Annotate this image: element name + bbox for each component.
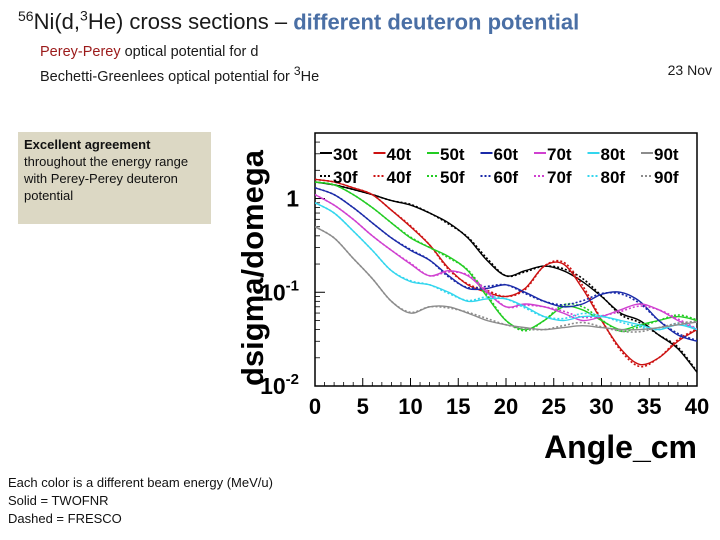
subtitle-bechetti-highlight: Bechetti-Greenlees [40, 68, 165, 85]
y-axis-label: dsigma/domega [235, 149, 270, 386]
legend-label-70f: 70f [547, 168, 572, 187]
curve-90t-twofnr [315, 226, 697, 331]
note-strong: Excellent agreement [24, 137, 151, 152]
subtitle-line2-rest: optical potential for 3He [164, 64, 320, 85]
title-reaction: Ni(d,3He) cross sections – [33, 8, 294, 35]
legend-label-70t: 70t [547, 145, 572, 164]
legend-label-60t: 60t [494, 145, 519, 164]
footer-line-2: Solid = TWOFNR [8, 493, 109, 508]
curve-70t-twofnr [315, 193, 697, 331]
x-tick-label: 5 [357, 394, 369, 419]
x-tick-label: 40 [685, 394, 709, 419]
legend-explanation: Each color is a different beam energy (M… [8, 474, 273, 528]
legend-label-40f: 40f [387, 168, 412, 187]
x-axis-label: Angle_cm [544, 429, 697, 465]
footer-line-3: Dashed = FRESCO [8, 511, 122, 526]
legend-label-80t: 80t [601, 145, 626, 164]
curve-40t-twofnr [315, 178, 697, 366]
x-tick-label: 25 [542, 394, 566, 419]
curve-30t-twofnr [315, 181, 697, 373]
subtitle-line1-rest: optical potential for d [120, 44, 259, 60]
title-highlight: different deuteron potential [293, 9, 580, 35]
legend-label-60f: 60f [494, 168, 519, 187]
agreement-note: Excellent agreement throughout the energ… [18, 132, 211, 224]
legend-label-30t: 30t [333, 145, 358, 164]
x-tick-label: 0 [309, 394, 321, 419]
legend-label-90t: 90t [654, 145, 679, 164]
subtitle-perey-highlight: Perey-Perey [40, 44, 121, 60]
legend-label-40t: 40t [387, 145, 412, 164]
date-label: 23 Nov [667, 62, 712, 78]
subtitle-deuteron-potential: Perey-Perey optical potential for d [40, 44, 258, 60]
note-rest: throughout the energy range with Perey-P… [24, 154, 189, 203]
y-tick-label: 1 [286, 186, 299, 212]
footer-line-1: Each color is a different beam energy (M… [8, 475, 273, 490]
legend-label-30f: 30f [333, 168, 358, 187]
x-tick-label: 35 [637, 394, 661, 419]
curve-50t-twofnr [315, 181, 697, 331]
legend-label-90f: 90f [654, 168, 679, 187]
slide-title: 56Ni(d,3He) cross sections – different d… [18, 8, 579, 35]
curve-40f-fresco [315, 178, 697, 368]
subtitle-he3-potential: Bechetti-Greenlees optical potential for… [40, 64, 319, 85]
curve-80t-twofnr [315, 202, 697, 331]
legend-label-50t: 50t [440, 145, 465, 164]
legend-label-80f: 80f [601, 168, 626, 187]
curves [315, 178, 697, 373]
x-tick-label: 15 [446, 394, 470, 419]
x-tick-label: 10 [398, 394, 422, 419]
x-tick-label: 30 [589, 394, 613, 419]
curve-60f-fresco [315, 187, 697, 342]
x-tick-label: 20 [494, 394, 518, 419]
y-tick-label: 10-2 [260, 371, 299, 399]
curve-60t-twofnr [315, 187, 697, 342]
title-mass-number: 56 [18, 8, 34, 24]
y-tick-label: 10-1 [260, 277, 299, 305]
legend-label-50f: 50f [440, 168, 465, 187]
